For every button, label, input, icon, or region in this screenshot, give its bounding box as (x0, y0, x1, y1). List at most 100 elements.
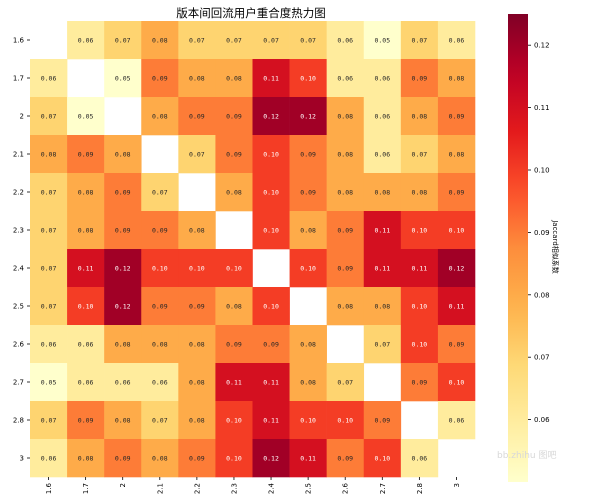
cell-value-label: 0.10 (300, 74, 316, 82)
y-tick-label: 2.3 (13, 227, 24, 235)
heatmap-cell (215, 135, 253, 174)
heatmap-cell (363, 59, 402, 98)
cell-value-label: 0.08 (189, 340, 205, 348)
heatmap-cell (289, 135, 327, 174)
heatmap-cell (289, 401, 327, 440)
heatmap-cell (363, 325, 402, 364)
heatmap-cell (178, 135, 216, 174)
cell-value-label: 0.12 (115, 302, 131, 310)
heatmap-cell (67, 173, 105, 212)
cell-value-label: 0.06 (115, 378, 131, 386)
cell-value-label: 0.06 (449, 416, 465, 424)
heatmap-cell (326, 97, 365, 136)
heatmap-cell (400, 249, 439, 288)
cell-value-label: 0.09 (337, 226, 353, 234)
heatmap-cell (141, 439, 179, 478)
cell-value-label: 0.08 (115, 340, 131, 348)
cell-value-label: 0.07 (115, 36, 131, 44)
heatmap-cell (363, 173, 402, 212)
cell-value-label: 0.11 (449, 302, 465, 310)
x-tick-label: 2.3 (230, 483, 238, 494)
cell-value-label: 0.09 (115, 188, 131, 196)
heatmap-cells: 0.06 0.07 0.08 0.07 0.07 0.07 0.07 0.06 0.05 0.07… (30, 21, 476, 478)
cell-value-label: 0.12 (449, 264, 465, 272)
cell-value-label: 0.08 (115, 150, 131, 158)
heatmap-cell (67, 439, 105, 478)
cell-value-label: 0.11 (412, 264, 428, 272)
cell-value-label: 0.07 (41, 226, 57, 234)
heatmap-cell (437, 325, 476, 364)
cell-value-label: 0.11 (374, 264, 390, 272)
heatmap-cell (289, 439, 327, 478)
cell-value-label: 0.08 (449, 150, 465, 158)
cell-value-label: 0.11 (263, 74, 279, 82)
cell-value-label: 0.09 (152, 302, 168, 310)
heatmap-cell (104, 173, 142, 212)
heatmap-cell (363, 135, 402, 174)
colorbar-label: Jaccard相似系数 (551, 219, 560, 274)
cell-value-label: 0.08 (41, 150, 57, 158)
heatmap-cell (178, 21, 216, 60)
heatmap-cell (326, 173, 365, 212)
heatmap-cell (437, 97, 476, 136)
cell-value-label: 0.09 (337, 264, 353, 272)
heatmap-cell (141, 97, 179, 136)
cell-value-label: 0.06 (78, 378, 94, 386)
x-tick-label: 2.8 (416, 483, 424, 494)
heatmap-cell (178, 211, 216, 250)
cell-value-label: 0.10 (78, 302, 94, 310)
cell-value-label: 0.08 (300, 378, 316, 386)
heatmap-cell (215, 325, 253, 364)
heatmap-cell (400, 59, 439, 98)
heatmap-cell (252, 173, 290, 212)
cell-value-label: 0.12 (300, 112, 316, 120)
cell-value-label: 0.09 (449, 340, 465, 348)
y-tick-label: 2 (20, 113, 24, 121)
cell-value-label: 0.09 (115, 226, 131, 234)
heatmap-cell (363, 97, 402, 136)
heatmap-cell (104, 21, 142, 60)
cell-value-label: 0.07 (374, 340, 390, 348)
heatmap-cell (141, 211, 179, 250)
heatmap-cell (141, 249, 179, 288)
colorbar-tick-label: 0.12 (534, 42, 550, 50)
heatmap-cell (326, 363, 365, 402)
heatmap-cell (104, 325, 142, 364)
cell-value-label: 0.09 (78, 150, 94, 158)
heatmap-cell (289, 21, 327, 60)
cell-value-label: 0.06 (41, 74, 57, 82)
heatmap-cell (67, 211, 105, 250)
cell-value-label: 0.06 (41, 340, 57, 348)
heatmap-cell (178, 439, 216, 478)
heatmap-cell (363, 401, 402, 440)
heatmap-cell (400, 439, 439, 478)
heatmap-cell (400, 287, 439, 326)
y-axis-ticks: 1.6 1.7 2 2.1 2.2 2.3 2.4 2.5 2.6 2.7 2.8 3 (13, 37, 30, 463)
heatmap-cell (437, 59, 476, 98)
cell-value-label: 0.08 (374, 188, 390, 196)
heatmap-cell (141, 401, 179, 440)
cell-value-label: 0.09 (412, 378, 428, 386)
heatmap-cell (67, 325, 105, 364)
heatmap-cell (141, 173, 179, 212)
heatmap-cell (30, 325, 68, 364)
heatmap-cell (178, 325, 216, 364)
x-tick-label: 2 (119, 483, 127, 487)
heatmap-cell (252, 97, 290, 136)
cell-value-label: 0.07 (41, 188, 57, 196)
heatmap-cell (178, 59, 216, 98)
cell-value-label: 0.08 (152, 112, 168, 120)
heatmap-cell (67, 363, 105, 402)
heatmap-cell (289, 211, 327, 250)
y-tick-label: 2.4 (13, 265, 25, 273)
y-tick-label: 2.7 (13, 379, 24, 387)
heatmap-cell (141, 325, 179, 364)
cell-value-label: 0.06 (374, 150, 390, 158)
cell-value-label: 0.09 (374, 416, 390, 424)
colorbar-gradient (508, 14, 528, 482)
cell-value-label: 0.10 (449, 226, 465, 234)
x-tick-label: 1.7 (82, 483, 90, 494)
cell-value-label: 0.06 (337, 74, 353, 82)
cell-value-label: 0.08 (152, 454, 168, 462)
cell-value-label: 0.10 (263, 150, 279, 158)
